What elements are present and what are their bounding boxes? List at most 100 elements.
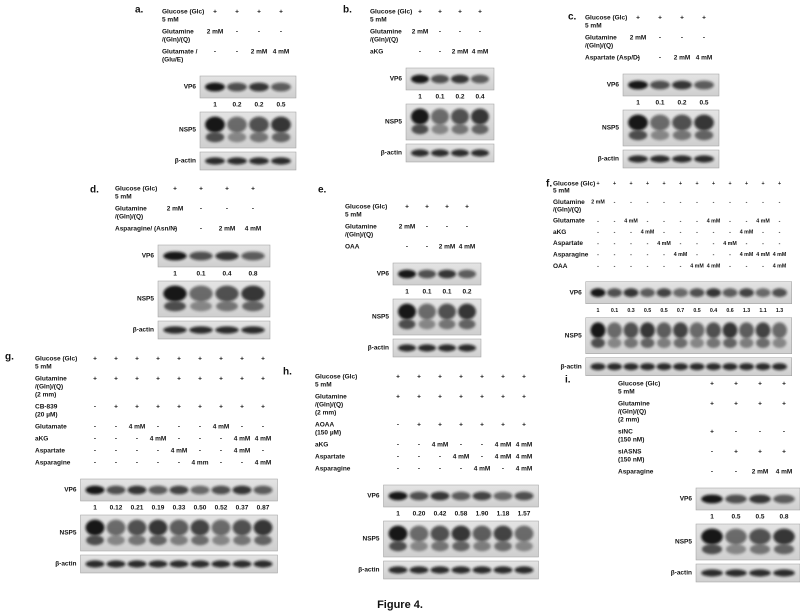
band	[163, 326, 187, 334]
condition-cell: 4 mM	[641, 230, 655, 236]
band	[190, 560, 210, 568]
blot-label: NSP5	[675, 539, 692, 546]
band	[772, 288, 787, 298]
band	[628, 130, 648, 141]
band	[451, 491, 471, 501]
condition-cell: -	[680, 241, 682, 247]
condition-cell: 4 mM	[516, 466, 533, 473]
condition-cell: -	[236, 29, 238, 36]
condition-cell: -	[94, 436, 96, 443]
blot	[695, 563, 800, 583]
condition-cell: 2 mM	[412, 29, 429, 36]
band	[241, 251, 265, 261]
quantification: 0.1	[422, 289, 431, 296]
condition-cell: 2 mM	[251, 49, 268, 56]
condition-cell: -	[397, 422, 399, 429]
quantification: 1	[636, 100, 640, 107]
condition-cell: 2 mM	[674, 55, 691, 62]
band	[85, 485, 105, 495]
band	[701, 569, 723, 577]
condition-cell: -	[696, 230, 698, 236]
condition-cell: -	[115, 436, 117, 443]
condition-cell: 4 mM	[245, 226, 262, 233]
condition-cell: -	[680, 230, 682, 236]
band	[749, 544, 771, 555]
band	[694, 114, 714, 131]
condition-cell: +	[459, 422, 463, 429]
quantification: 0.2	[254, 102, 263, 109]
condition-cell: 2 mM	[630, 35, 647, 42]
condition-cell: +	[745, 181, 748, 187]
band	[271, 157, 291, 165]
band	[418, 269, 436, 279]
blot-label: VP6	[377, 271, 390, 278]
blot-label: β-actin	[368, 345, 389, 352]
condition-cell: -	[647, 200, 649, 206]
condition-cell: -	[439, 49, 441, 56]
band	[690, 337, 704, 348]
condition-cell: -	[426, 224, 428, 231]
condition-label: 5 mM	[35, 364, 52, 371]
condition-cell: +	[613, 181, 616, 187]
condition-label: OAA	[345, 244, 360, 251]
panel: d. Glucose (Glc)5 mM + + + + Glutamine/(Gln)/(…	[90, 185, 271, 340]
condition-cell: +	[459, 394, 463, 401]
band	[514, 566, 534, 574]
condition-cell: 4 mm	[192, 460, 209, 467]
condition-cell: -	[178, 436, 180, 443]
condition-label: Glutamine	[162, 29, 194, 36]
quantification: 0.4	[475, 94, 484, 101]
panel: e. Glucose (Glc)5 mM + + + + Glutamine/(Gln)/(…	[318, 185, 482, 358]
quantification: 0.4	[222, 271, 231, 278]
band	[755, 322, 771, 339]
panel-label: e.	[318, 185, 327, 196]
blot	[405, 143, 495, 163]
band	[451, 566, 471, 574]
condition-cell: -	[681, 35, 683, 42]
panel: f. Glucose (Glc)5 mM + + + + + + + + + + + + Glutamine…	[546, 179, 792, 376]
condition-label: Glutamine	[35, 376, 67, 383]
condition-cell: -	[136, 448, 138, 455]
blot-label: β-actin	[133, 327, 154, 334]
blot-label: VP6	[607, 82, 620, 89]
condition-label: (150 µM)	[315, 430, 341, 437]
condition-cell: 4 mM	[495, 442, 512, 449]
band	[232, 485, 252, 495]
condition-cell: +	[261, 404, 265, 411]
band	[590, 322, 606, 339]
band	[169, 560, 189, 568]
condition-cell: -	[696, 218, 698, 224]
band	[430, 566, 450, 574]
condition-cell: -	[460, 466, 462, 473]
condition-cell: 4 mM	[150, 436, 167, 443]
panel-label: b.	[343, 5, 352, 16]
band	[650, 130, 670, 141]
condition-cell: +	[240, 404, 244, 411]
band	[515, 541, 533, 552]
condition-cell: +	[734, 401, 738, 408]
condition-cell: -	[199, 448, 201, 455]
condition-cell: +	[734, 449, 738, 456]
condition-cell: -	[157, 424, 159, 431]
condition-cell: -	[762, 241, 764, 247]
condition-cell: -	[746, 200, 748, 206]
condition-cell: +	[596, 181, 599, 187]
condition-cell: -	[481, 442, 483, 449]
band	[215, 326, 239, 334]
condition-cell: -	[241, 460, 243, 467]
band	[211, 560, 231, 568]
condition-cell: +	[522, 394, 526, 401]
band	[106, 560, 126, 568]
band	[773, 528, 795, 545]
blot	[585, 281, 792, 304]
band	[398, 344, 416, 352]
band	[191, 535, 209, 546]
condition-label: Glucose (Glc)	[35, 356, 77, 363]
condition-cell: +	[445, 204, 449, 211]
condition-cell: -	[647, 263, 649, 269]
band	[739, 363, 754, 371]
band	[212, 535, 230, 546]
panel-label: c.	[568, 12, 577, 23]
quantification: 1	[396, 511, 400, 518]
band	[232, 560, 252, 568]
